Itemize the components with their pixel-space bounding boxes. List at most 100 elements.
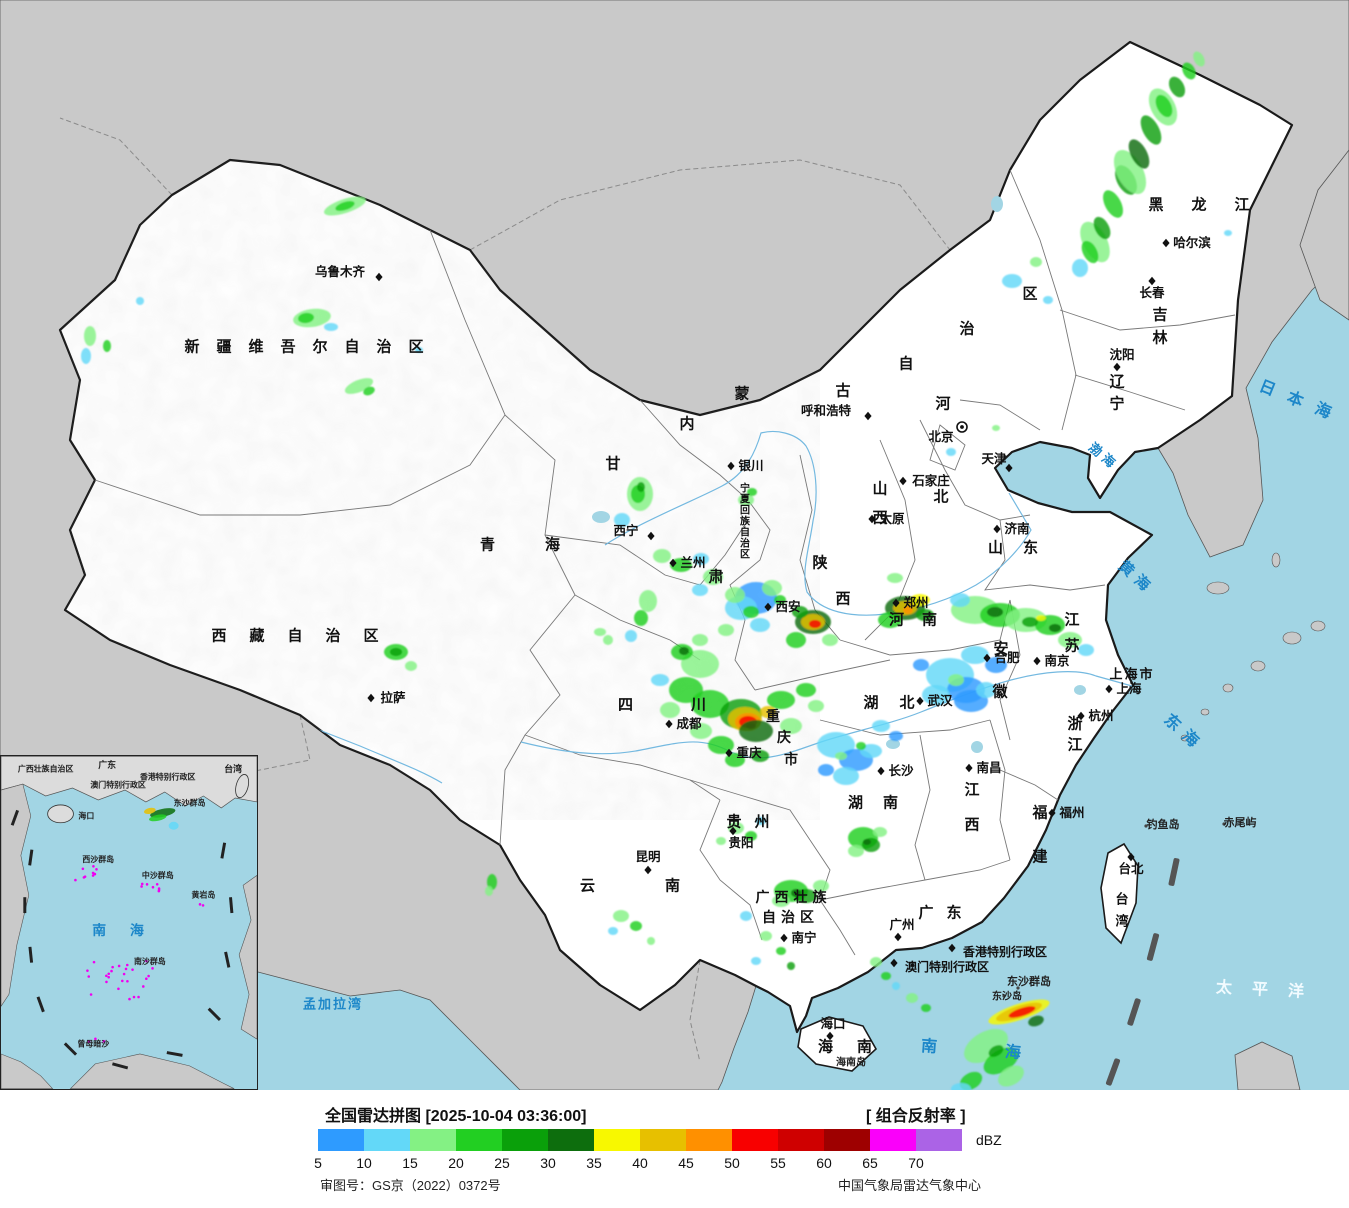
- inset-island-dot: [157, 889, 161, 893]
- small-island-dot: [1144, 824, 1148, 828]
- city-marker-icon: [983, 653, 991, 663]
- radar-echo: [946, 448, 956, 456]
- province-label: 浙: [1067, 715, 1082, 733]
- province-border: [989, 719, 1011, 861]
- radar-echo: [887, 573, 903, 583]
- province-border: [819, 719, 991, 736]
- inset-island-dot: [137, 995, 140, 999]
- province-border: [1059, 309, 1236, 331]
- province-label: 苏: [1064, 637, 1079, 655]
- city-label: 拉萨: [380, 690, 406, 705]
- city-label: 上海: [1116, 681, 1142, 696]
- radar-echo: [776, 947, 786, 955]
- province-label: 湖北: [863, 695, 935, 712]
- province-label: 夏: [739, 494, 751, 506]
- map-license: 审图号：GS京（2022）0372号: [320, 1178, 501, 1193]
- borders-layer: [94, 169, 1236, 1086]
- inset-label: 香港特别行政区: [139, 772, 196, 782]
- province-label: 江: [1064, 611, 1079, 629]
- map-source: 中国气象局雷达气象中心: [838, 1178, 982, 1193]
- inset-island-dot: [111, 965, 114, 969]
- inset-label: 海口: [78, 810, 94, 820]
- radar-echo: [1168, 76, 1186, 98]
- city-marker-icon: [948, 943, 956, 953]
- city-label: 兰州: [680, 555, 705, 570]
- radar-echo: [1002, 274, 1022, 288]
- city-label: 台北: [1118, 861, 1144, 876]
- province-label: 建: [1032, 848, 1048, 866]
- inset-dash-segment: [28, 946, 34, 963]
- radar-echo: [1078, 644, 1094, 656]
- province-label: 肃: [708, 568, 723, 586]
- inset-dash-segment: [224, 951, 231, 968]
- city-marker-icon: [780, 933, 788, 943]
- province-label: 古: [835, 382, 850, 400]
- inset-dash-segment: [112, 1062, 129, 1070]
- radar-echo-layer: [81, 51, 1232, 1090]
- inset-radar-echo: [143, 807, 156, 815]
- scale-cell-70: [916, 1129, 962, 1151]
- inset-island-dot: [81, 867, 85, 871]
- province-border: [94, 229, 506, 516]
- city-marker-icon: [890, 958, 898, 968]
- radar-echo: [725, 587, 745, 603]
- inset-label: 台湾: [224, 763, 242, 774]
- province-border: [919, 419, 1031, 521]
- province-label: 市: [784, 751, 798, 767]
- city-label: 澳门特别行政区: [905, 959, 989, 974]
- inset-label: 黄岩岛: [192, 890, 216, 900]
- radar-echo: [739, 720, 773, 742]
- radar-echo: [848, 845, 864, 857]
- province-border: [929, 424, 966, 471]
- city-label: 乌鲁木齐: [315, 264, 366, 279]
- radar-echo: [813, 880, 829, 892]
- radar-echo: [1036, 615, 1046, 621]
- inset-island-dot: [95, 867, 98, 871]
- inset-hainan-island: [47, 804, 74, 824]
- radar-echo: [1058, 632, 1082, 648]
- city-marker-icon: [864, 411, 872, 421]
- radar-echo: [913, 659, 929, 671]
- city-label: 长沙: [888, 763, 914, 778]
- inset-island-dot: [151, 885, 155, 889]
- inset-island-dot: [145, 959, 148, 963]
- province-border: [959, 399, 1041, 431]
- city-marker-icon: [1005, 463, 1013, 473]
- radar-echo: [703, 569, 723, 585]
- radar-echo: [363, 386, 375, 396]
- inset-island-dot: [201, 904, 205, 907]
- inset-island-dot: [198, 903, 202, 906]
- radar-echo: [743, 606, 759, 618]
- inset-sea-label: 南海: [92, 922, 167, 938]
- province-label: 自: [740, 526, 750, 539]
- inset-indochina-land: [1, 783, 32, 1007]
- inset-dash-segment: [63, 1042, 78, 1056]
- scale-tick-15: 15: [402, 1155, 418, 1171]
- radar-echo: [835, 752, 847, 760]
- inset-dash-segment: [229, 897, 234, 914]
- inset-radar-echo: [149, 814, 167, 822]
- inset-island-dot: [105, 980, 108, 984]
- radar-echo: [603, 635, 613, 645]
- inset-label: 广西壮族自治区: [18, 764, 74, 774]
- city-label: 武汉: [927, 693, 953, 708]
- radar-echo: [335, 201, 355, 211]
- radar-echo: [103, 340, 111, 352]
- city-marker-icon: [665, 719, 673, 729]
- radar-echo: [950, 593, 970, 607]
- radar-echo: [1028, 1015, 1044, 1027]
- radar-echo: [751, 750, 769, 762]
- radar-echo: [691, 690, 729, 718]
- radar-echo: [889, 731, 903, 741]
- radar-echo: [679, 647, 689, 655]
- inset-island-dot: [140, 885, 143, 888]
- province-label: 重: [766, 708, 780, 724]
- radar-echo: [870, 957, 882, 967]
- lake: [991, 196, 1003, 212]
- radar-echo: [647, 937, 655, 945]
- inset-borneo-land: [69, 1053, 235, 1089]
- radar-echo: [1155, 94, 1173, 118]
- province-border: [914, 734, 931, 881]
- inset-island-dot: [142, 985, 145, 988]
- radar-echo: [992, 425, 1000, 431]
